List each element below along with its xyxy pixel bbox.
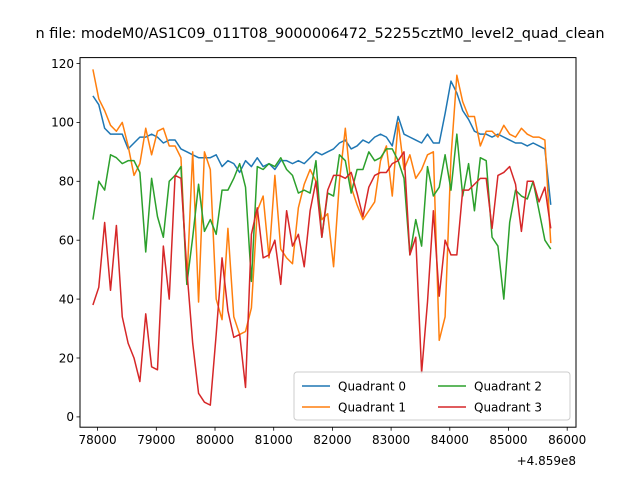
legend-label-quadrant-0: Quadrant 0 <box>338 380 406 394</box>
y-tick-label: 100 <box>51 116 74 130</box>
x-tick-label: 81000 <box>255 433 293 447</box>
x-tick-label: 83000 <box>372 433 410 447</box>
chart-title: n file: modeM0/AS1C09_011T08_9000006472_… <box>35 26 604 42</box>
legend: Quadrant 0 Quadrant 1 Quadrant 2 Quadrant 3 <box>293 371 571 421</box>
y-tick-label: 60 <box>59 233 74 247</box>
y-tick-label: 0 <box>66 410 74 424</box>
series-layer <box>92 69 552 406</box>
legend-label-quadrant-1: Quadrant 1 <box>338 401 406 415</box>
legend-label-quadrant-3: Quadrant 3 <box>474 401 542 415</box>
plot-area-frame <box>79 57 577 428</box>
series-line-quadrant-0 <box>92 80 552 205</box>
y-tick-label: 80 <box>59 175 74 189</box>
legend-label-quadrant-2: Quadrant 2 <box>474 380 542 394</box>
x-tick-label: 85000 <box>489 433 527 447</box>
x-axis: 78000 79000 80000 81000 82000 83000 84000 85000… <box>79 427 586 447</box>
x-tick-label: 86000 <box>548 433 586 447</box>
legend-frame <box>293 371 571 421</box>
series-line-quadrant-3 <box>92 151 552 406</box>
x-tick-label: 79000 <box>137 433 175 447</box>
x-tick-label: 78000 <box>79 433 117 447</box>
x-tick-label: 82000 <box>313 433 351 447</box>
y-tick-label: 120 <box>51 57 74 71</box>
series-line-quadrant-1 <box>92 69 552 342</box>
y-axis: 0 20 40 60 80 100 120 <box>51 57 80 424</box>
x-tick-label: 80000 <box>196 433 234 447</box>
y-tick-label: 40 <box>59 292 74 306</box>
x-tick-label: 84000 <box>431 433 469 447</box>
x-axis-offset-label: +4.859e8 <box>517 454 576 468</box>
y-tick-label: 20 <box>59 351 74 365</box>
